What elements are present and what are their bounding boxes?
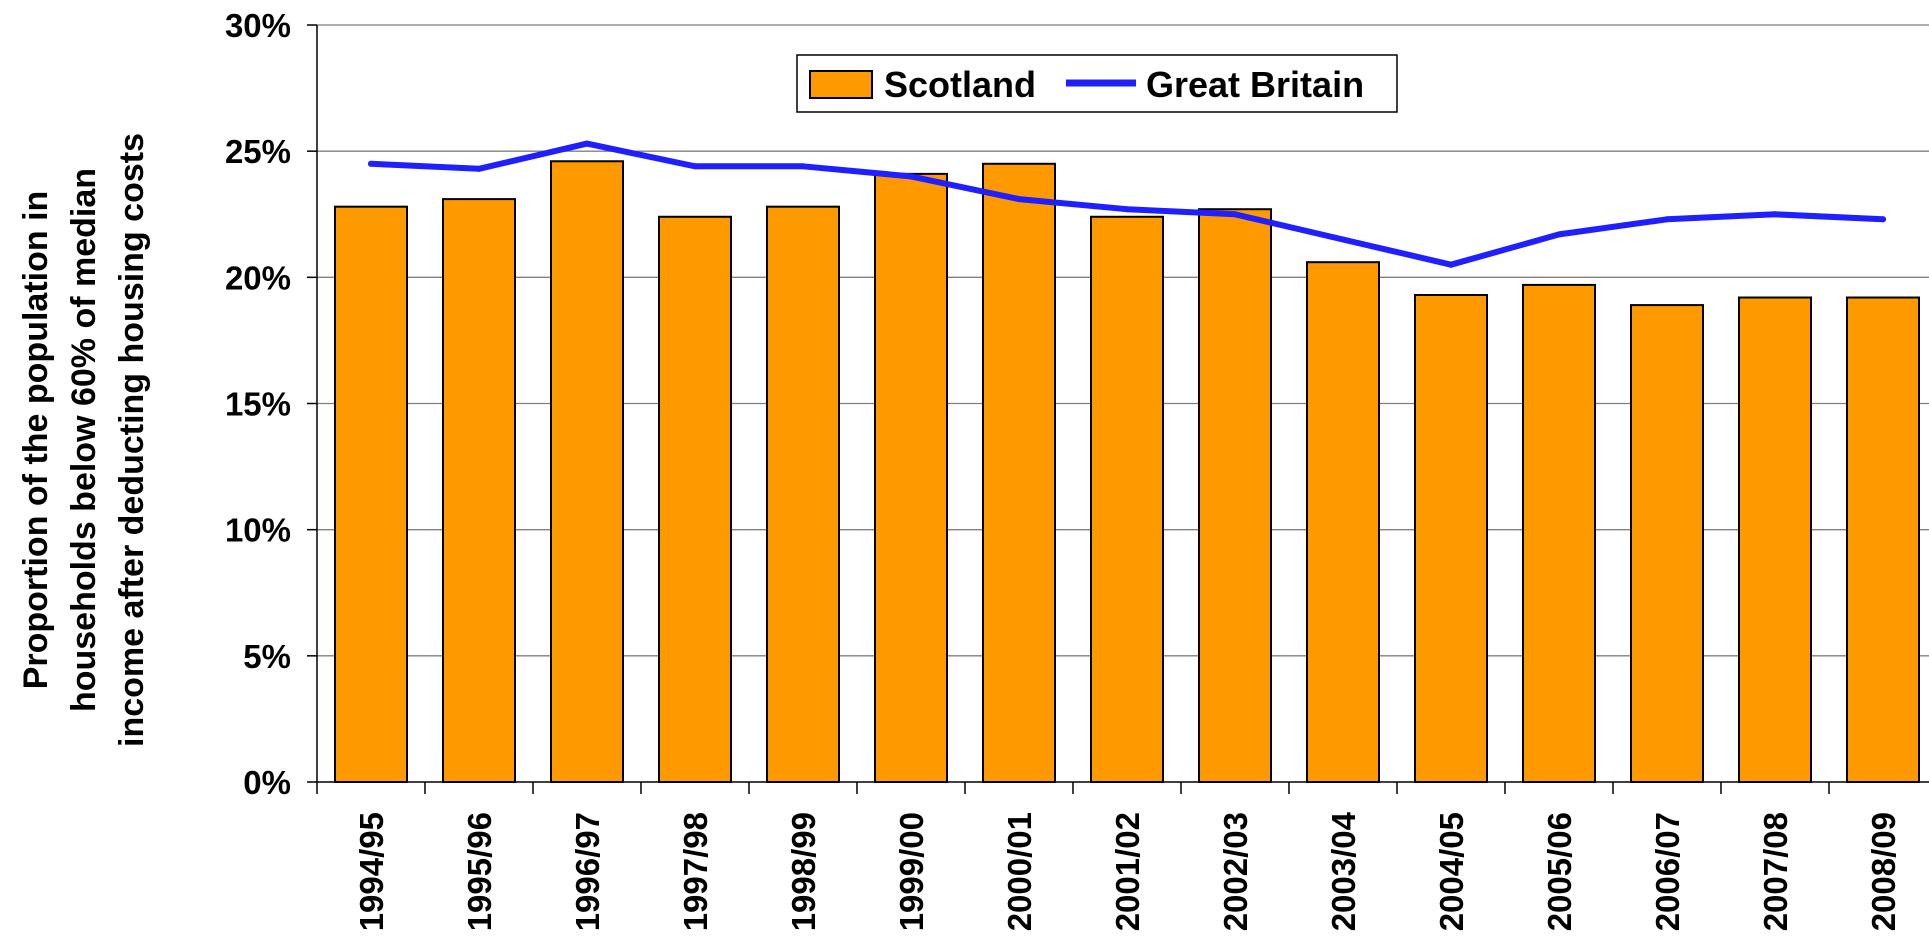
x-tick-label: 1998/99: [785, 812, 822, 931]
x-tick-label: 1997/98: [677, 812, 714, 931]
point-great-britain: [800, 163, 806, 170]
x-tick-label: 2005/06: [1541, 812, 1578, 931]
bar-scotland: [550, 160, 624, 783]
point-great-britain: [584, 140, 590, 147]
y-axis-title-line-2: households below 60% of median: [65, 168, 103, 712]
point-great-britain: [1124, 206, 1130, 213]
y-tick-label: 15%: [225, 386, 291, 423]
y-axis-title-line-3: income after deducting housing costs: [113, 133, 151, 747]
x-tick-label: 2007/08: [1757, 812, 1794, 931]
y-tick-label: 0%: [243, 764, 291, 801]
bar-scotland: [1846, 296, 1920, 783]
bar-scotland: [658, 215, 732, 784]
point-great-britain: [908, 173, 914, 180]
point-great-britain: [1664, 216, 1670, 223]
y-tick-label: 20%: [225, 259, 291, 296]
y-tick-label: 5%: [243, 638, 291, 675]
point-great-britain: [692, 163, 698, 170]
point-great-britain: [1448, 261, 1454, 268]
x-tick-label: 2008/09: [1865, 812, 1902, 931]
point-great-britain: [1232, 211, 1238, 218]
x-tick-label: 2001/02: [1109, 812, 1146, 931]
point-great-britain: [476, 165, 482, 172]
x-tick-label: 2004/05: [1433, 812, 1470, 931]
x-tick-label: 2006/07: [1649, 812, 1686, 931]
bar-scotland: [1090, 215, 1164, 784]
bar-scotland: [874, 172, 948, 784]
x-tick-label: 2003/04: [1325, 811, 1362, 931]
x-tick-label: 2002/03: [1217, 812, 1254, 931]
y-tick-label: 10%: [225, 512, 291, 549]
bar-scotland: [1738, 296, 1812, 783]
y-axis-title: Proportion of the population in househol…: [17, 133, 151, 747]
bar-scotland: [1522, 283, 1596, 783]
axes: [307, 24, 1929, 794]
x-tick-label: 1999/00: [893, 812, 930, 931]
bar-scotland: [766, 205, 840, 783]
legend: Scotland Great Britain: [796, 54, 1398, 113]
bar-scotland: [1306, 261, 1380, 783]
x-tick-label: 1995/96: [461, 812, 498, 931]
bar-scotland: [334, 205, 408, 783]
x-tick-labels: 1994/95 1995/96 1996/97 1997/98 1998/99 1999/…: [353, 811, 1902, 931]
x-tick-label: 2000/01: [1001, 812, 1038, 931]
point-great-britain: [1340, 236, 1346, 243]
x-tick-label: 1996/97: [569, 812, 606, 931]
y-tick-label: 25%: [225, 133, 291, 170]
point-great-britain: [1772, 211, 1778, 218]
legend-label-scotland: Scotland: [884, 64, 1036, 105]
bar-scotland: [1198, 208, 1272, 784]
bar-scotland: [442, 198, 516, 784]
line-series-great-britain: [368, 140, 1886, 268]
point-great-britain: [368, 160, 374, 167]
bar-scotland: [1414, 293, 1488, 783]
y-tick-labels: 0% 5% 10% 15% 20% 25% 30%: [225, 7, 291, 801]
y-axis-title-line-1: Proportion of the population in: [17, 191, 55, 690]
point-great-britain: [1016, 196, 1022, 203]
bar-scotland: [982, 162, 1056, 784]
bar-series-scotland: [334, 160, 1920, 784]
bar-scotland: [1630, 304, 1704, 783]
x-tick-label: 1994/95: [353, 812, 390, 931]
legend-label-great-britain: Great Britain: [1146, 64, 1364, 105]
point-great-britain: [1556, 231, 1562, 238]
y-tick-label: 30%: [225, 7, 291, 44]
legend-swatch-scotland: [809, 70, 873, 99]
point-great-britain: [1880, 216, 1886, 223]
